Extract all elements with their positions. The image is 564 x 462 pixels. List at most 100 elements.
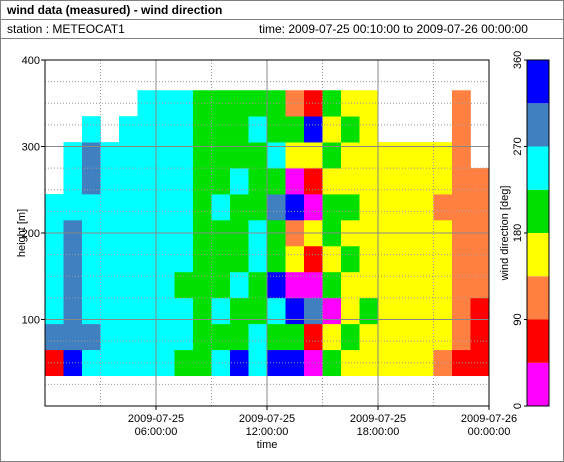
cell: [211, 349, 231, 377]
cell: [285, 245, 305, 273]
cell: [137, 323, 157, 351]
cell: [248, 90, 268, 117]
cell: [267, 245, 286, 273]
cell: [211, 194, 231, 221]
cell: [119, 271, 138, 299]
cell: [304, 323, 323, 351]
cell: [156, 194, 175, 221]
cell: [45, 323, 64, 351]
cell: [100, 323, 120, 351]
cell: [230, 297, 249, 325]
cell: [341, 90, 360, 117]
cell: [267, 297, 286, 325]
colorbar-tick-label: 270: [512, 137, 524, 155]
cell: [452, 142, 471, 169]
cell: [433, 323, 453, 351]
cell: [415, 245, 434, 273]
cell: [156, 116, 175, 143]
cell: [304, 271, 323, 299]
cell: [193, 297, 212, 325]
cell: [267, 142, 286, 169]
x-tick-label: 2009-07-25 06:00:00: [128, 413, 184, 438]
cell: [396, 271, 416, 299]
cell: [211, 116, 231, 143]
cell: [211, 245, 231, 273]
colorbar-swatch: [527, 276, 549, 320]
cell: [470, 245, 490, 273]
cell: [119, 142, 138, 169]
cell: [470, 297, 490, 325]
colorbar-swatch: [527, 319, 549, 363]
cell: [359, 271, 379, 299]
cell: [137, 349, 157, 377]
cell: [211, 90, 231, 117]
cell: [322, 90, 342, 117]
colorbar-swatch: [527, 146, 549, 190]
cell: [174, 116, 194, 143]
cell: [433, 349, 453, 377]
cell: [137, 142, 157, 169]
cell: [304, 297, 323, 325]
cell: [304, 116, 323, 143]
cell: [322, 297, 342, 325]
cell: [193, 271, 212, 299]
cell: [470, 323, 490, 351]
cell: [433, 271, 453, 299]
cell: [415, 168, 434, 195]
cell: [156, 271, 175, 299]
cell: [137, 297, 157, 325]
cell: [248, 142, 268, 169]
cell: [156, 142, 175, 169]
cell: [82, 116, 101, 143]
cell: [248, 116, 268, 143]
info-bar: station : METEOCAT1 time: 2009-07-25 00:1…: [1, 20, 563, 39]
cell: [341, 323, 360, 351]
cell: [415, 323, 434, 351]
cell: [396, 297, 416, 325]
cell: [285, 168, 305, 195]
cell: [359, 168, 379, 195]
cell: [100, 271, 120, 299]
cell: [359, 194, 379, 221]
cell: [415, 142, 434, 169]
cell: [359, 116, 379, 143]
cell: [100, 168, 120, 195]
cell: [137, 194, 157, 221]
colorbar-swatch: [527, 233, 549, 277]
cell: [341, 142, 360, 169]
cell: [433, 297, 453, 325]
cell: [396, 245, 416, 273]
cell: [193, 90, 212, 117]
time-range: time: 2009-07-25 00:10:00 to 2009-07-26 …: [259, 22, 528, 36]
cell: [322, 349, 342, 377]
y-axis-label: height [m]: [16, 209, 28, 257]
cell: [470, 271, 490, 299]
cell: [285, 142, 305, 169]
colorbar-tick-label: 0: [512, 403, 524, 409]
cell: [285, 271, 305, 299]
cell: [230, 271, 249, 299]
cell: [341, 271, 360, 299]
x-tick-label: 2009-07-25 18:00:00: [350, 413, 406, 438]
colorbar-tick-label: 180: [512, 224, 524, 242]
cell: [230, 142, 249, 169]
cell: [119, 116, 138, 143]
cell: [193, 245, 212, 273]
cell: [174, 194, 194, 221]
cell: [100, 297, 120, 325]
cell: [341, 194, 360, 221]
cell: [470, 349, 490, 377]
colorbar-tick-label: 360: [512, 51, 524, 69]
cell: [470, 194, 490, 221]
cell: [156, 245, 175, 273]
cell: [63, 323, 83, 351]
x-axis-label: time: [257, 439, 278, 451]
cell: [119, 245, 138, 273]
cell: [230, 194, 249, 221]
cell: [248, 194, 268, 221]
cell: [211, 297, 231, 325]
cell: [119, 168, 138, 195]
cell: [230, 349, 249, 377]
cell: [248, 297, 268, 325]
